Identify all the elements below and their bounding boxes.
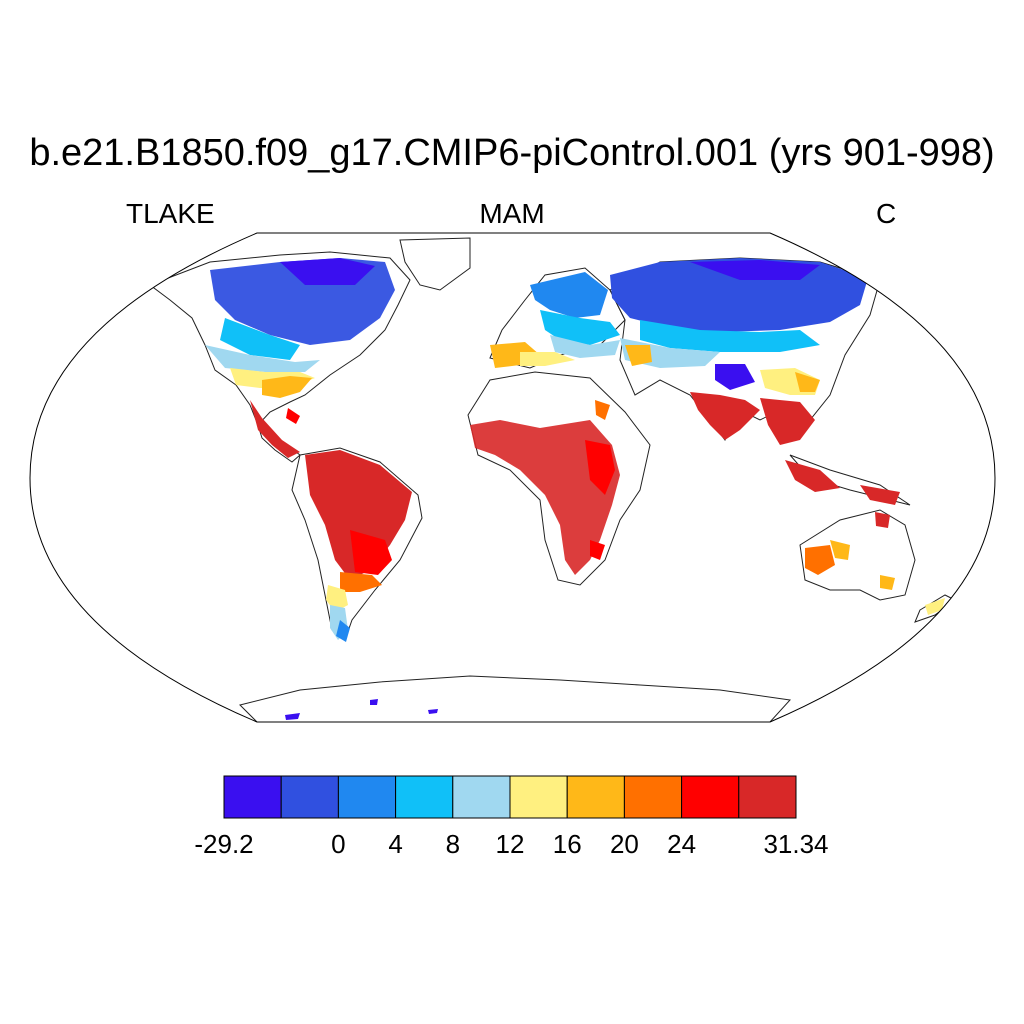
lake-temperature-field: [205, 258, 945, 720]
coastlines: [148, 237, 956, 722]
south-america-outline: [291, 447, 423, 641]
colorbar-tick-label: 4: [388, 829, 402, 859]
variable-label: TLAKE: [126, 198, 215, 229]
colorbar-tick-label: 16: [553, 829, 582, 859]
colorbar-box: [337, 775, 397, 819]
north-america-outline: [148, 251, 411, 426]
colorbar-box: [223, 775, 282, 819]
colorbar-tick-label: -29.2: [194, 829, 253, 859]
colorbar-tick-label: 24: [667, 829, 696, 859]
colorbar-box: [623, 775, 683, 819]
colorbar-box: [395, 775, 454, 819]
colorbar-box: [280, 775, 339, 819]
colorbar-tick-label: 0: [331, 829, 345, 859]
australia-outline: [799, 509, 916, 601]
map-title: b.e21.B1850.f09_g17.CMIP6-piControl.001 …: [29, 132, 995, 174]
colorbar-box: [566, 775, 625, 819]
map-border: [29, 232, 996, 723]
colorbar-box: [452, 775, 511, 819]
colorbar-box: [681, 775, 740, 819]
units-label: C: [876, 198, 897, 229]
greenland-outline: [399, 237, 471, 291]
colorbar-tick-label: 8: [446, 829, 460, 859]
colorbar-tick-label: 12: [496, 829, 525, 859]
colorbar-box: [509, 775, 568, 819]
colorbar-tick-label: 20: [610, 829, 639, 859]
colorbar-box: [738, 775, 797, 819]
africa-outline: [467, 371, 651, 586]
colorbar-tick-label: 31.34: [763, 829, 828, 859]
antarctica-outline: [239, 675, 792, 722]
season-label: MAM: [479, 198, 545, 229]
